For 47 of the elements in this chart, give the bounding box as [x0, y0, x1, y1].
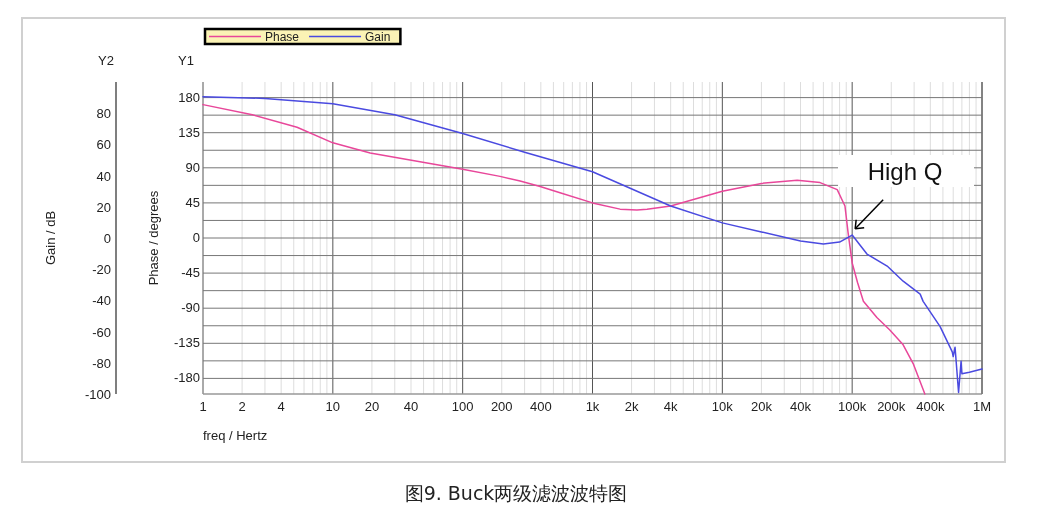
ytick: 180: [178, 89, 200, 105]
ytick: 45: [185, 194, 200, 210]
xtick: 4: [277, 399, 285, 414]
y2tick: -80: [92, 355, 111, 371]
xtick: 1k: [585, 399, 600, 414]
y2tick: -40: [92, 293, 111, 309]
y2tick: 20: [96, 199, 111, 215]
xtick: 2k: [624, 399, 639, 414]
ytick: -135: [173, 335, 200, 351]
ytick: 135: [178, 124, 200, 140]
xtick: 20k: [750, 399, 772, 414]
xtick: 10k: [711, 399, 733, 414]
ytick: -90: [181, 300, 200, 316]
xtick: 400k: [916, 399, 945, 414]
y2tick: 40: [96, 168, 111, 184]
annotation: High Q: [867, 158, 943, 185]
title: 图9. Buck两级滤波波特图: [404, 482, 628, 504]
xtick: 100: [451, 399, 474, 414]
y2label: Gain / dB: [43, 210, 58, 266]
y2tick: -20: [92, 262, 111, 278]
annotation: Y2: [98, 53, 114, 68]
xtick: 20: [364, 399, 380, 414]
y2tick: -60: [92, 324, 111, 340]
legend-label: Gain: [365, 30, 391, 44]
y2tick: -100: [84, 387, 111, 402]
xtick: 1M: [972, 399, 992, 414]
xtick: 40k: [790, 399, 811, 414]
xtick: 40: [403, 399, 419, 414]
xtick: 400: [530, 399, 552, 414]
ytick: -180: [173, 370, 200, 386]
xtick: 200: [490, 399, 513, 414]
ylabel: Phase / degrees: [146, 190, 161, 286]
ytick: -45: [181, 265, 200, 281]
xtick: 1: [199, 399, 207, 414]
xtick: 2: [238, 399, 246, 414]
xtick: 200k: [877, 399, 906, 414]
legend-label: Phase: [265, 30, 300, 44]
xtick: 10: [325, 399, 341, 414]
y2tick: 80: [96, 106, 111, 122]
xtick: 4k: [663, 399, 678, 414]
xtick: 100k: [838, 399, 867, 414]
ytick: 90: [185, 159, 200, 175]
y2tick: 60: [96, 137, 111, 153]
ytick: 0: [192, 230, 200, 245]
annotation: Y1: [178, 53, 194, 68]
y2tick: 0: [103, 231, 111, 246]
xlabel: freq / Hertz: [203, 428, 268, 443]
